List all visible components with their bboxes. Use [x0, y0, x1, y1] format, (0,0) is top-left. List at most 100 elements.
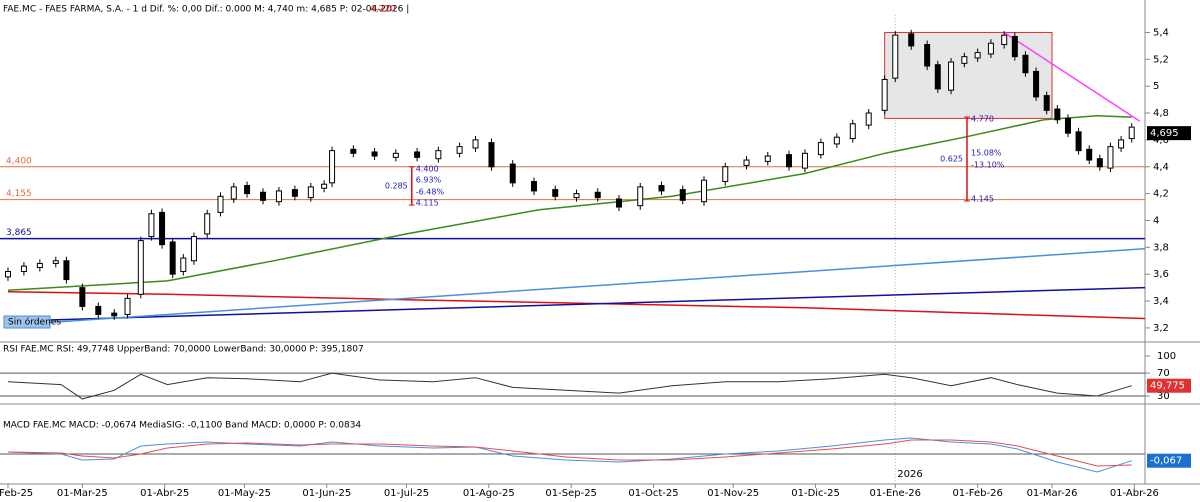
candle-body — [1064, 117, 1071, 134]
candle-body — [307, 186, 314, 199]
candle-body — [148, 213, 155, 238]
candle-body — [833, 136, 840, 145]
candle-body — [124, 297, 131, 315]
indicator-line — [7, 286, 1146, 322]
measure-label: 4.400 — [416, 164, 439, 173]
candle-body — [961, 56, 968, 64]
value-tag-bg — [1147, 378, 1191, 393]
measure-label: 15.08% — [971, 149, 1002, 158]
candle-body — [329, 150, 336, 184]
candle-body — [892, 34, 899, 79]
x-tick-label: 01-Abr-25 — [140, 488, 189, 499]
indicator-line — [1003, 31, 1141, 122]
candle-body — [948, 61, 955, 91]
x-tick-label: 01-May-25 — [218, 488, 271, 499]
candle-body — [230, 186, 237, 200]
value-tag: 4,695 — [1150, 128, 1179, 139]
value-tag: -0,067 — [1150, 456, 1182, 467]
candle-body — [1033, 70, 1040, 98]
y-tick-label: 70 — [1157, 368, 1170, 379]
candle-body — [1011, 35, 1018, 58]
indicator-line — [7, 290, 1146, 320]
measure-label: 4.770 — [971, 115, 994, 124]
candle-body — [371, 151, 378, 157]
x-tick-label: 01-Ene-26 — [870, 488, 921, 499]
y-tick-label: 30 — [1157, 391, 1170, 402]
range-box — [884, 31, 1053, 119]
measure-label: 6.93% — [416, 175, 442, 184]
x-tick-label: 01-Dic-25 — [791, 488, 840, 499]
candle-body — [111, 312, 118, 317]
x-tick-label: 01-Oct-25 — [628, 488, 678, 499]
macd-title: MACD FAE.MC MACD: -0,0674 MediaSIG: -0,1… — [3, 421, 361, 431]
candle-body — [637, 186, 644, 207]
x-tick-label: 01-Mar-25 — [57, 488, 108, 499]
candle-body — [159, 211, 166, 246]
candle-body — [275, 190, 282, 203]
measure-label: -6.48% — [416, 187, 445, 196]
candle-body — [934, 64, 941, 90]
candle-body — [1128, 126, 1135, 140]
candle-body — [658, 185, 665, 192]
y-tick-label: 4,8 — [1153, 108, 1169, 119]
candle-body — [20, 265, 27, 273]
candle-body — [36, 262, 43, 268]
candle-body — [722, 166, 729, 183]
y-tick-label: 5,2 — [1153, 54, 1169, 65]
value-tag-bg — [1147, 453, 1191, 468]
candle-body — [1096, 158, 1103, 168]
candle-body — [1054, 108, 1061, 121]
candle-body — [817, 142, 824, 156]
candle-body — [1118, 139, 1125, 149]
y-tick-label: 3,6 — [1153, 269, 1169, 280]
y-tick-label: 5,4 — [1153, 27, 1169, 38]
level-label: 3,865 — [6, 228, 32, 238]
x-tick-label: 01-Sep-25 — [545, 488, 597, 499]
y-tick-label: 4 — [1153, 215, 1159, 226]
candle-body — [217, 195, 224, 213]
candle-body — [456, 146, 463, 154]
candle-body — [435, 150, 442, 160]
value-tag-bg — [1147, 126, 1191, 141]
measure-label: 0.285 — [385, 181, 408, 190]
indicator-line — [7, 114, 1132, 292]
candle-body — [786, 154, 793, 168]
year-label: 2026 — [897, 469, 922, 480]
candle-body — [679, 189, 686, 201]
note: Sin órdenes — [8, 317, 61, 328]
candle-body — [1022, 54, 1029, 74]
candle-body — [350, 148, 357, 154]
x-tick-label: 01-Abr-26 — [1110, 488, 1159, 499]
candle-body — [1043, 95, 1050, 111]
indicator-line — [7, 247, 1146, 326]
candle-body — [1001, 34, 1008, 46]
candle-body — [573, 193, 580, 199]
y-tick-label: 3,2 — [1153, 323, 1169, 334]
candle-body — [204, 213, 211, 235]
header-title: FAE.MC - FAES FARMA, S.A. - 1 d Dif. %: … — [3, 5, 409, 15]
measure-label: 4.115 — [416, 199, 439, 208]
candle-body — [764, 155, 771, 162]
x-tick-label: 01-Nov-25 — [707, 488, 759, 499]
x-tick-label: 01-Feb-26 — [952, 488, 1002, 499]
candle-body — [63, 260, 70, 281]
candle-body — [509, 163, 516, 184]
candle-body — [987, 42, 994, 55]
candle-body — [180, 257, 187, 273]
candle-body — [488, 142, 495, 168]
y-tick-label: 4,2 — [1153, 189, 1169, 200]
x-tick-label: 01-Ago-25 — [463, 488, 515, 499]
y-tick-label: 3,8 — [1153, 242, 1169, 253]
candle-body — [701, 179, 708, 203]
candle-body — [1086, 148, 1093, 161]
candle-body — [974, 52, 981, 59]
candle-body — [615, 198, 622, 208]
candle-body — [849, 123, 856, 140]
candle-body — [190, 236, 197, 262]
note-bg — [3, 315, 51, 329]
x-tick-label: 01-Mar-26 — [1027, 488, 1078, 499]
y-tick-label: 3,4 — [1153, 296, 1169, 307]
candle-body — [530, 181, 537, 192]
measure-label: 4.145 — [971, 195, 994, 204]
candle-body — [552, 189, 559, 197]
